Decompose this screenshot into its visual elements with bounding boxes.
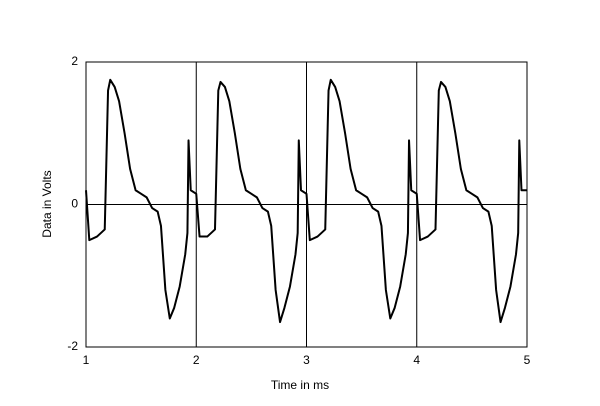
x-tick-label: 3 <box>303 353 310 367</box>
y-tick-label: 2 <box>71 54 78 68</box>
x-tick-label: 4 <box>413 353 420 367</box>
x-tick-label: 5 <box>524 353 531 367</box>
y-axis-label: Data in Volts <box>40 170 54 237</box>
y-tick-label: 0 <box>71 197 78 211</box>
x-tick-label: 2 <box>193 353 200 367</box>
x-axis-label: Time in ms <box>271 378 329 392</box>
data-line <box>85 78 527 324</box>
x-tick-label: 1 <box>83 353 90 367</box>
y-tick-label: -2 <box>67 339 78 353</box>
